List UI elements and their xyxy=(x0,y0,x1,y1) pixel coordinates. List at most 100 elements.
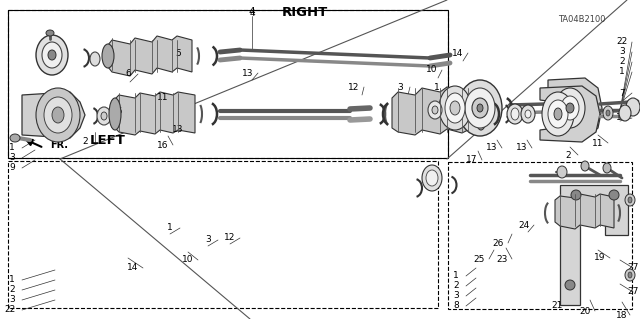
Ellipse shape xyxy=(525,110,531,118)
Polygon shape xyxy=(392,87,480,135)
Polygon shape xyxy=(108,36,192,76)
Ellipse shape xyxy=(477,104,483,112)
Ellipse shape xyxy=(619,105,631,121)
Text: 19: 19 xyxy=(595,254,605,263)
Bar xyxy=(448,162,632,309)
Ellipse shape xyxy=(521,105,535,123)
Ellipse shape xyxy=(109,98,121,130)
Ellipse shape xyxy=(458,80,502,136)
Text: 2: 2 xyxy=(619,57,625,66)
Text: 10: 10 xyxy=(182,256,194,264)
Text: 3: 3 xyxy=(9,295,15,305)
Ellipse shape xyxy=(432,106,438,114)
Text: 23: 23 xyxy=(496,255,508,263)
Text: 18: 18 xyxy=(616,310,628,319)
Ellipse shape xyxy=(422,165,442,191)
Ellipse shape xyxy=(511,108,519,120)
Ellipse shape xyxy=(566,103,574,113)
Text: 16: 16 xyxy=(157,140,169,150)
Polygon shape xyxy=(560,185,628,305)
Text: 24: 24 xyxy=(518,220,530,229)
Text: 27: 27 xyxy=(627,287,639,296)
Ellipse shape xyxy=(626,98,640,116)
Ellipse shape xyxy=(561,96,579,120)
Polygon shape xyxy=(548,78,602,138)
Ellipse shape xyxy=(36,88,80,142)
Ellipse shape xyxy=(101,112,107,120)
Ellipse shape xyxy=(542,92,574,136)
Ellipse shape xyxy=(625,194,635,206)
Ellipse shape xyxy=(44,97,72,133)
Ellipse shape xyxy=(475,98,487,130)
Text: RIGHT: RIGHT xyxy=(282,5,328,19)
Text: 3: 3 xyxy=(9,153,15,162)
Ellipse shape xyxy=(42,42,62,68)
Text: 5: 5 xyxy=(175,48,181,57)
Polygon shape xyxy=(540,86,600,142)
Text: 2: 2 xyxy=(453,281,459,291)
Text: 11: 11 xyxy=(157,93,169,102)
Ellipse shape xyxy=(10,134,20,142)
Text: 12: 12 xyxy=(224,234,236,242)
Text: 15: 15 xyxy=(112,108,124,116)
Text: 14: 14 xyxy=(127,263,139,272)
Ellipse shape xyxy=(557,166,567,178)
Polygon shape xyxy=(115,92,195,135)
Text: TA04B2100: TA04B2100 xyxy=(558,16,605,25)
Polygon shape xyxy=(22,92,85,138)
Ellipse shape xyxy=(46,30,54,36)
Text: 1: 1 xyxy=(9,276,15,285)
Ellipse shape xyxy=(603,163,611,173)
Ellipse shape xyxy=(445,93,465,123)
Ellipse shape xyxy=(36,35,68,75)
Ellipse shape xyxy=(52,107,64,123)
Text: 10: 10 xyxy=(426,65,438,75)
Bar xyxy=(8,161,438,308)
Bar xyxy=(8,10,448,158)
Text: 15: 15 xyxy=(616,114,628,122)
Text: 22: 22 xyxy=(4,306,15,315)
Ellipse shape xyxy=(625,269,635,281)
Text: 1: 1 xyxy=(453,271,459,280)
Ellipse shape xyxy=(472,98,488,118)
Text: 17: 17 xyxy=(467,155,477,165)
Text: 1: 1 xyxy=(167,224,173,233)
Text: 3: 3 xyxy=(397,83,403,92)
Text: 14: 14 xyxy=(452,48,464,57)
Ellipse shape xyxy=(548,100,568,128)
Ellipse shape xyxy=(97,107,111,125)
Text: 2: 2 xyxy=(82,137,88,146)
Ellipse shape xyxy=(554,108,562,120)
Polygon shape xyxy=(555,194,614,229)
Text: 21: 21 xyxy=(551,300,563,309)
Text: 13: 13 xyxy=(172,125,184,135)
Text: FR.: FR. xyxy=(50,140,68,150)
Text: 3: 3 xyxy=(619,48,625,56)
Text: 27: 27 xyxy=(627,263,639,272)
Text: 2: 2 xyxy=(565,151,571,160)
Text: 12: 12 xyxy=(348,83,360,92)
Text: 4: 4 xyxy=(249,7,255,17)
Text: 20: 20 xyxy=(579,307,591,315)
Text: 3: 3 xyxy=(453,292,459,300)
Text: 1: 1 xyxy=(9,144,15,152)
Bar xyxy=(8,10,448,158)
Ellipse shape xyxy=(606,110,610,116)
Text: 25: 25 xyxy=(474,255,484,263)
Text: 4: 4 xyxy=(249,10,255,19)
Text: 1: 1 xyxy=(434,83,440,92)
Text: 7: 7 xyxy=(619,88,625,98)
Text: 13: 13 xyxy=(243,69,253,78)
Ellipse shape xyxy=(628,272,632,278)
Text: 6: 6 xyxy=(125,70,131,78)
Text: 13: 13 xyxy=(516,144,528,152)
Text: 11: 11 xyxy=(592,138,604,147)
Ellipse shape xyxy=(571,190,581,200)
Ellipse shape xyxy=(581,161,589,171)
Ellipse shape xyxy=(628,197,632,203)
Ellipse shape xyxy=(48,50,56,60)
Text: 8: 8 xyxy=(453,301,459,310)
Text: 22: 22 xyxy=(616,38,628,47)
Text: 2: 2 xyxy=(9,286,15,294)
Text: 1: 1 xyxy=(619,68,625,77)
